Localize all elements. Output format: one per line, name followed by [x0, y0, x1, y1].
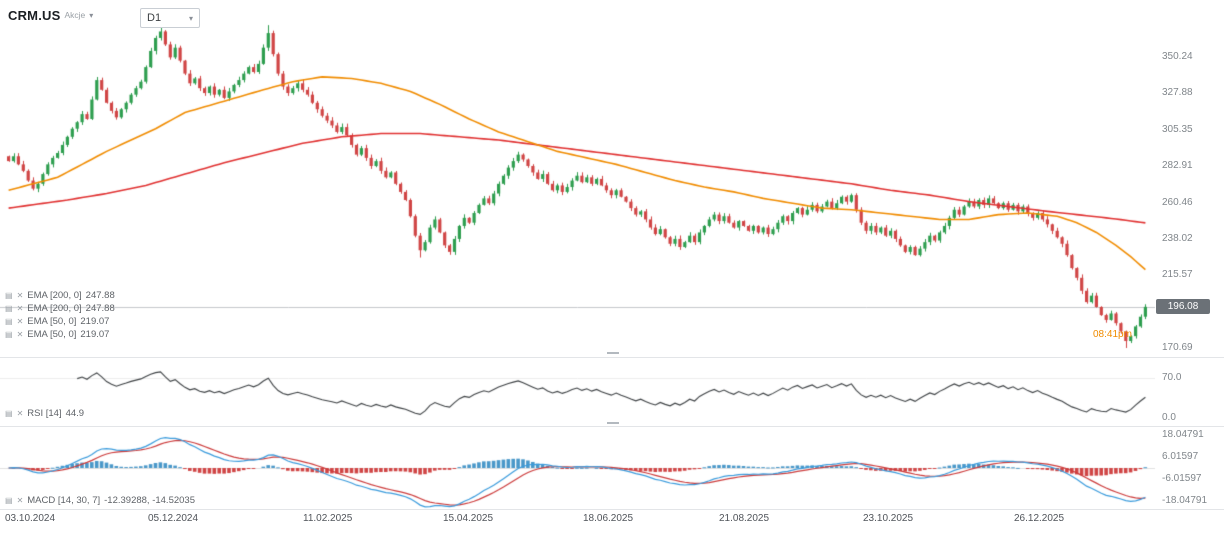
indicator-remove-icon[interactable]: ✕	[16, 408, 24, 418]
macd-axis-tick: -18.04791	[1162, 495, 1208, 506]
indicator-value: 44.9	[65, 408, 85, 419]
price-axis-tick: 260.46	[1162, 196, 1193, 208]
date-axis-label: 26.12.2025	[1014, 513, 1065, 524]
timeframe-dropdown[interactable]: D1 ▾	[140, 8, 200, 28]
symbol-selector[interactable]: CRM.US Akcje ▾	[8, 8, 93, 23]
current-price-value: 196.08	[1167, 301, 1199, 313]
price-axis-tick: 215.57	[1162, 269, 1193, 281]
indicator-value: 219.07	[80, 329, 110, 340]
indicator-value: -12.39288, -14.52035	[104, 495, 195, 506]
date-axis-label: 23.10.2025	[863, 513, 914, 524]
indicator-label: EMA [200, 0]	[27, 303, 82, 314]
price-axis-tick: 170.69	[1162, 341, 1193, 353]
macd-axis-tick: 6.01597	[1162, 450, 1199, 462]
panel-resize-handle[interactable]	[607, 352, 619, 354]
date-axis-label: 11.02.2025	[303, 513, 353, 524]
timeframe-value: D1	[147, 12, 162, 24]
indicator-label: RSI [14]	[27, 408, 62, 419]
chevron-down-icon: ▾	[188, 13, 193, 23]
date-axis-label: 18.06.2025	[583, 513, 634, 524]
indicator-remove-icon[interactable]: ✕	[16, 495, 24, 505]
indicator-label: EMA [50, 0]	[27, 316, 77, 327]
macd-indicator-row: ▤ ✕ MACD [14, 30, 7] -12.39288, -14.5203…	[5, 495, 195, 506]
macd-axis-tick: -6.01597	[1162, 473, 1202, 484]
indicator-value: 247.88	[85, 290, 115, 301]
price-axis-tick: 282.91	[1162, 160, 1193, 172]
indicator-row: ▤ ✕ EMA [200, 0] 247.88	[5, 290, 115, 301]
price-axis-tick: 327.88	[1162, 87, 1193, 99]
indicator-settings-icon[interactable]: ▤	[5, 290, 13, 300]
date-axis-label: 05.12.2024	[148, 513, 199, 524]
candle-countdown: 08:41pm	[1093, 329, 1132, 340]
indicator-value: 247.88	[85, 303, 115, 314]
panel-divider	[0, 509, 1224, 510]
indicator-value: 219.07	[80, 316, 110, 327]
panel-divider	[0, 426, 1224, 427]
rsi-axis-tick: 0.0	[1162, 412, 1176, 423]
indicator-remove-icon[interactable]: ✕	[16, 316, 24, 326]
date-axis-label: 21.08.2025	[719, 513, 770, 524]
instrument-type-label: Akcje	[64, 10, 86, 20]
indicator-settings-icon[interactable]: ▤	[5, 316, 13, 326]
indicator-settings-icon[interactable]: ▤	[5, 329, 13, 339]
indicator-label: EMA [50, 0]	[27, 329, 77, 340]
indicator-remove-icon[interactable]: ✕	[16, 290, 24, 300]
indicator-settings-icon[interactable]: ▤	[5, 495, 13, 505]
indicator-label: MACD [14, 30, 7]	[27, 495, 101, 506]
indicator-remove-icon[interactable]: ✕	[16, 329, 24, 339]
indicator-row: ▤ ✕ EMA [50, 0] 219.07	[5, 329, 109, 340]
price-axis-tick: 305.35	[1162, 123, 1193, 135]
panel-divider	[0, 357, 1224, 358]
price-axis-tick: 350.24	[1162, 51, 1193, 62]
indicator-settings-icon[interactable]: ▤	[5, 303, 13, 313]
indicator-row: ▤ ✕ EMA [200, 0] 247.88	[5, 303, 115, 314]
indicator-remove-icon[interactable]: ✕	[16, 303, 24, 313]
panel-resize-handle[interactable]	[607, 422, 619, 424]
date-axis-label: 15.04.2025	[443, 513, 494, 524]
symbol-name: CRM.US	[8, 8, 61, 23]
current-price-tag: 196.08	[1156, 299, 1210, 315]
indicator-row: ▤ ✕ EMA [50, 0] 219.07	[5, 316, 109, 327]
macd-axis-tick: 18.04791	[1162, 428, 1204, 440]
date-axis-label: 03.10.2024	[5, 513, 56, 524]
rsi-axis-tick: 70.0	[1162, 371, 1182, 383]
chevron-down-icon: ▾	[89, 11, 94, 20]
indicator-settings-icon[interactable]: ▤	[5, 408, 13, 418]
rsi-indicator-row: ▤ ✕ RSI [14] 44.9	[5, 408, 84, 419]
indicator-label: EMA [200, 0]	[27, 290, 82, 301]
price-axis-tick: 238.02	[1162, 232, 1193, 244]
